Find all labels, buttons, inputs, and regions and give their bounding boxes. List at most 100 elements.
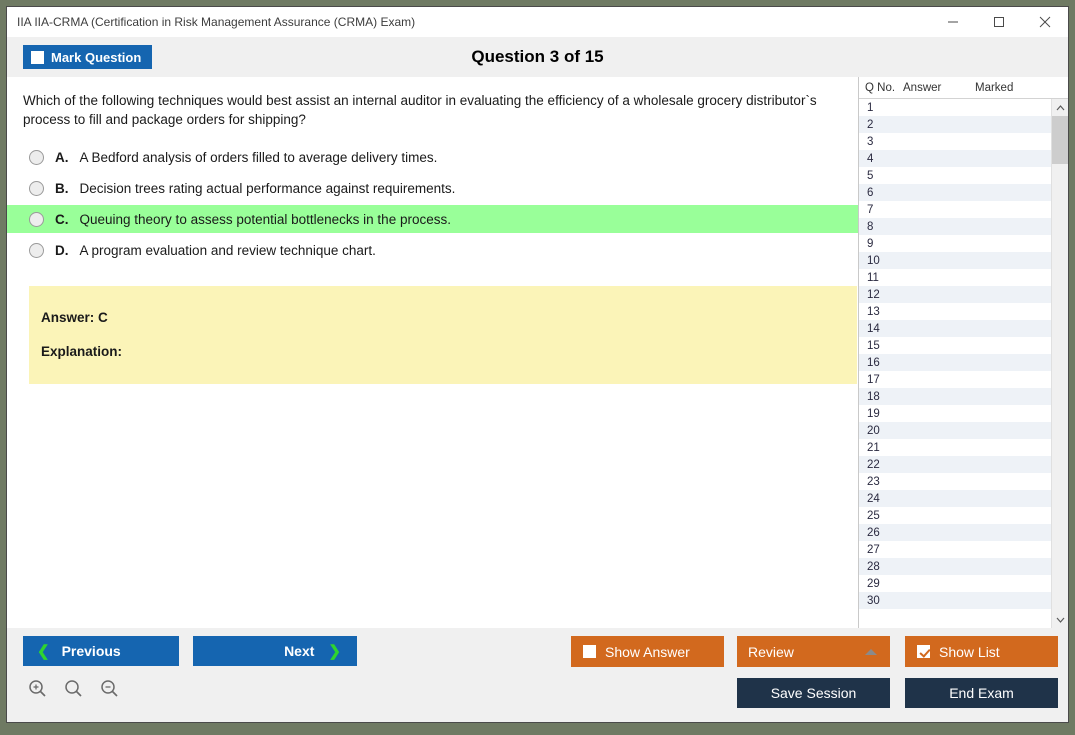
question-list-row[interactable]: 4 <box>859 150 1051 167</box>
question-pane: Which of the following techniques would … <box>7 77 858 628</box>
page-title: Question 3 of 15 <box>471 47 604 66</box>
maximize-icon[interactable] <box>976 7 1022 37</box>
row-question-number: 13 <box>867 305 880 318</box>
question-list-row[interactable]: 17 <box>859 371 1051 388</box>
row-question-number: 9 <box>867 237 874 250</box>
row-question-number: 10 <box>867 254 880 267</box>
question-list-scrollbar[interactable] <box>1051 99 1068 628</box>
next-button[interactable]: Next ❯ <box>193 636 357 666</box>
option-d[interactable]: D. A program evaluation and review techn… <box>7 236 858 264</box>
question-list-row[interactable]: 2 <box>859 116 1051 133</box>
question-list-row[interactable]: 24 <box>859 490 1051 507</box>
next-button-label: Next <box>284 643 315 659</box>
question-list-row[interactable]: 27 <box>859 541 1051 558</box>
option-c[interactable]: C. Queuing theory to assess potential bo… <box>7 205 858 234</box>
end-exam-button[interactable]: End Exam <box>905 678 1058 708</box>
question-list-row[interactable]: 10 <box>859 252 1051 269</box>
row-question-number: 7 <box>867 203 874 216</box>
question-list-row[interactable]: 18 <box>859 388 1051 405</box>
chevron-down-icon[interactable] <box>1052 611 1068 628</box>
option-b[interactable]: B. Decision trees rating actual performa… <box>7 174 858 202</box>
question-list-row[interactable]: 12 <box>859 286 1051 303</box>
question-list-row[interactable]: 22 <box>859 456 1051 473</box>
review-label: Review <box>748 643 794 660</box>
question-list-row[interactable]: 29 <box>859 575 1051 592</box>
row-question-number: 30 <box>867 594 880 607</box>
option-a-radio[interactable] <box>29 149 44 165</box>
show-answer-button[interactable]: Show Answer <box>571 636 724 667</box>
option-b-radio[interactable] <box>29 180 44 196</box>
question-list-row[interactable]: 15 <box>859 337 1051 354</box>
chevron-right-icon: ❯ <box>328 642 341 660</box>
scrollbar-thumb[interactable] <box>1052 116 1068 164</box>
question-list-row[interactable]: 20 <box>859 422 1051 439</box>
question-list-row[interactable]: 30 <box>859 592 1051 609</box>
row-question-number: 16 <box>867 356 880 369</box>
row-question-number: 24 <box>867 492 880 505</box>
question-list-row[interactable]: 1 <box>859 99 1051 116</box>
previous-button-label: Previous <box>61 643 121 659</box>
save-session-button[interactable]: Save Session <box>737 678 890 708</box>
question-list-row[interactable]: 19 <box>859 405 1051 422</box>
question-list-row[interactable]: 5 <box>859 167 1051 184</box>
option-c-radio[interactable] <box>29 211 44 227</box>
row-question-number: 23 <box>867 475 880 488</box>
column-header-qno: Q No. <box>865 81 896 94</box>
option-a-text: A Bedford analysis of orders filled to a… <box>79 149 438 165</box>
close-icon[interactable] <box>1022 7 1068 37</box>
option-a-letter: A. <box>55 149 69 165</box>
show-answer-checkbox[interactable] <box>583 645 596 658</box>
previous-button[interactable]: ❮ Previous <box>23 636 179 666</box>
mark-question-checkbox[interactable] <box>31 50 44 64</box>
option-c-text: Queuing theory to assess potential bottl… <box>79 211 451 227</box>
chevron-up-icon[interactable] <box>1052 99 1068 116</box>
question-list-row[interactable]: 6 <box>859 184 1051 201</box>
zoom-icon[interactable] <box>61 676 85 700</box>
question-list-row[interactable]: 16 <box>859 354 1051 371</box>
question-list-row[interactable]: 9 <box>859 235 1051 252</box>
question-list-row[interactable]: 13 <box>859 303 1051 320</box>
question-list-header: Q No. Answer Marked <box>859 77 1068 99</box>
footer-toolbar: ❮ Previous Next ❯ Show Answer Review Sho… <box>7 628 1068 722</box>
column-header-marked: Marked <box>975 81 1014 94</box>
option-a[interactable]: A. A Bedford analysis of orders filled t… <box>7 143 858 171</box>
question-list-row[interactable]: 7 <box>859 201 1051 218</box>
review-dropdown[interactable]: Review <box>737 636 890 667</box>
option-b-text: Decision trees rating actual performance… <box>79 180 456 196</box>
title-bar: IIA IIA-CRMA (Certification in Risk Mana… <box>7 7 1068 37</box>
question-list-row[interactable]: 14 <box>859 320 1051 337</box>
show-answer-label: Show Answer <box>605 643 690 660</box>
question-list-row[interactable]: 8 <box>859 218 1051 235</box>
row-question-number: 29 <box>867 577 880 590</box>
zoom-out-icon[interactable] <box>97 676 121 700</box>
question-list-row[interactable]: 11 <box>859 269 1051 286</box>
question-list-row[interactable]: 21 <box>859 439 1051 456</box>
question-list-row[interactable]: 3 <box>859 133 1051 150</box>
question-list-row[interactable]: 28 <box>859 558 1051 575</box>
options-list: A. A Bedford analysis of orders filled t… <box>7 143 858 264</box>
question-text: Which of the following techniques would … <box>23 93 817 128</box>
question-list-row[interactable]: 25 <box>859 507 1051 524</box>
row-question-number: 4 <box>867 152 874 165</box>
header-bar: Mark Question Question 3 of 15 <box>7 37 1068 77</box>
row-question-number: 20 <box>867 424 880 437</box>
zoom-in-icon[interactable] <box>25 676 49 700</box>
question-list-row[interactable]: 23 <box>859 473 1051 490</box>
zoom-toolbar <box>25 676 121 700</box>
column-header-answer: Answer <box>903 81 942 94</box>
row-question-number: 26 <box>867 526 880 539</box>
save-session-label: Save Session <box>770 685 857 701</box>
row-question-number: 25 <box>867 509 880 522</box>
show-list-checkbox[interactable] <box>917 645 930 658</box>
show-list-button[interactable]: Show List <box>905 636 1058 667</box>
end-exam-label: End Exam <box>949 685 1014 701</box>
row-question-number: 5 <box>867 169 874 182</box>
option-c-letter: C. <box>55 211 69 227</box>
row-question-number: 3 <box>867 135 874 148</box>
minimize-icon[interactable] <box>930 7 976 37</box>
question-list-scroll-area: 1 2 3 4 5 6 7 8 9 10 11 12 13 14 15 16 17 18 19 20 21 22 23 24 2… <box>859 99 1068 628</box>
option-d-radio[interactable] <box>29 242 44 258</box>
mark-question-button[interactable]: Mark Question <box>23 45 153 69</box>
row-question-number: 8 <box>867 220 874 233</box>
question-list-row[interactable]: 26 <box>859 524 1051 541</box>
